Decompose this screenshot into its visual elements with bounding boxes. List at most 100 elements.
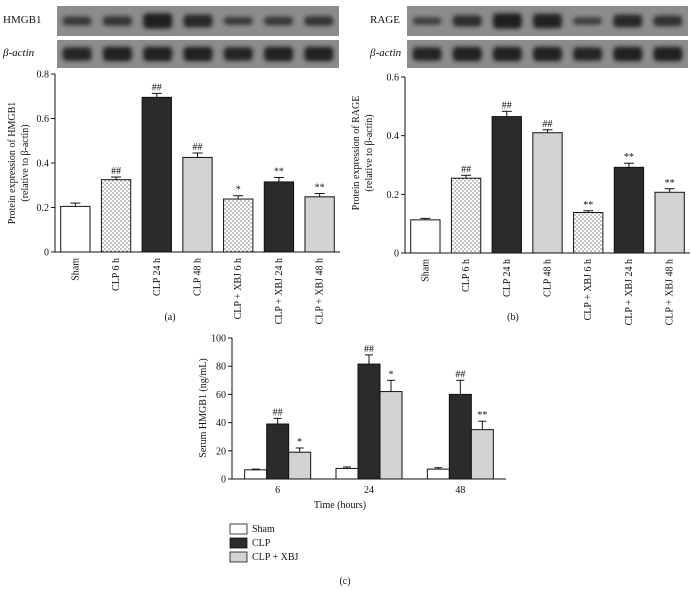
x-tick-label: 48	[455, 485, 465, 496]
y-axis-label-b-line2: (relative to β-actin)	[364, 114, 375, 191]
y-tick-label: 0	[44, 248, 49, 259]
legend-swatch-clp-xbj	[229, 551, 248, 563]
bar-6	[263, 181, 295, 253]
panel-b: RAGE β-actin 0 0.2 0.4 0.6 Sham CLP 6 h CLP 24…	[351, 6, 690, 325]
blot-band-6	[613, 46, 643, 62]
blot-band-6	[264, 16, 294, 26]
x-tick-label: CLP + XBJ 24 h	[274, 258, 285, 324]
significance-label: ##	[455, 369, 465, 380]
blot-bands-actin-b	[412, 46, 683, 62]
y-tick-label: 0.4	[387, 131, 400, 142]
x-tick-label: CLP 6 h	[461, 259, 472, 292]
panel-c: 0 20 40 60 80 100 6 24 48 ## * ## * ## ** Serum HMGB1…	[198, 334, 506, 587]
blot-band-1	[62, 47, 92, 61]
blot-label-actin-b: β-actin	[369, 47, 402, 59]
x-tick-label: CLP + XBJ 24 h	[624, 259, 635, 325]
significance-label: ##	[461, 164, 471, 175]
legend-label-sham: Sham	[252, 524, 275, 535]
y-axis-label-b-line1: Protein expression of RAGE	[351, 96, 362, 211]
blot-bands-actin-a	[62, 46, 334, 62]
blot-band-7	[304, 46, 334, 62]
significance-label: ##	[543, 119, 553, 130]
blot-band-5	[573, 47, 603, 61]
panel-a: HMGB1 β-actin 0 0.2 0.4 0.6 0.8 Sham CLP 6 h CL…	[2, 6, 340, 324]
blot-band-3	[143, 46, 173, 62]
x-tick-label: CLP 24 h	[152, 258, 163, 296]
x-tick-label: CLP + XBJ 48 h	[665, 259, 676, 325]
blot-label-hmgb1: HMGB1	[3, 14, 42, 26]
significance-label: ##	[193, 142, 203, 153]
blot-band-2	[102, 46, 132, 62]
y-tick-label: 0.2	[37, 203, 50, 214]
y-tick-label: 0.8	[37, 70, 50, 81]
y-tick-label: 0.6	[37, 114, 50, 125]
bars-b: ## ## ## ** ** **	[410, 100, 685, 254]
y-tick-label: 0	[394, 249, 399, 260]
bar-clp-xbj-6	[288, 451, 312, 480]
significance-label: **	[583, 200, 593, 211]
legend-c: Sham CLP CLP + XBJ	[229, 523, 299, 563]
legend-label-clp-xbj: CLP + XBJ	[252, 552, 299, 563]
blot-band-4	[533, 13, 562, 29]
y-tick-label: 40	[216, 418, 226, 429]
x-tick-label: CLP + XBJ 48 h	[315, 258, 326, 324]
bar-clp-xbj-24	[379, 391, 403, 480]
x-axis-label-c: Time (hours)	[314, 500, 366, 511]
significance-label: **	[665, 178, 675, 189]
significance-label: *	[389, 369, 394, 380]
blot-band-7	[304, 16, 334, 26]
significance-label: **	[274, 166, 284, 177]
blot-band-2	[102, 16, 132, 26]
y-tick-label: 20	[216, 446, 226, 457]
blot-label-rage: RAGE	[370, 14, 400, 26]
x-tick-label: CLP 6 h	[111, 258, 122, 291]
blot-band-5	[223, 47, 253, 61]
significance-label: **	[624, 152, 634, 163]
bar-4	[532, 132, 563, 254]
bar-clp-xbj-48	[470, 429, 494, 480]
bar-clp-24	[357, 363, 381, 480]
x-tick-label: CLP 48 h	[543, 259, 554, 297]
blot-band-7	[653, 15, 683, 27]
bar-sham-48	[426, 468, 450, 480]
significance-label: *	[236, 185, 241, 196]
bar-2	[100, 179, 132, 253]
bar-4	[182, 156, 213, 253]
bar-clp-6	[266, 423, 290, 480]
bar-sham-6	[244, 469, 268, 480]
significance-label: ##	[273, 407, 283, 418]
panel-label-c: (c)	[339, 576, 350, 587]
blot-band-5	[223, 17, 253, 25]
y-tick-label: 60	[216, 390, 226, 401]
blot-band-1	[62, 16, 92, 26]
blot-band-6	[264, 46, 294, 62]
blot-label-actin-a: β-actin	[2, 47, 35, 59]
bar-6	[613, 166, 645, 254]
x-tick-label: 24	[364, 485, 374, 496]
significance-label: **	[315, 182, 325, 193]
blot-band-3	[492, 46, 522, 62]
blot-band-5	[573, 17, 603, 25]
y-tick-label: 0.4	[37, 159, 50, 170]
blot-band-1	[412, 47, 442, 61]
blot-band-3	[143, 13, 173, 29]
significance-label: ##	[502, 100, 512, 111]
bar-1	[410, 219, 441, 254]
x-tick-label: Sham	[70, 258, 81, 281]
significance-label: *	[297, 437, 302, 448]
bars-c: ## * ## * ## **	[244, 344, 494, 480]
blot-band-2	[452, 15, 482, 27]
y-tick-label: 100	[211, 334, 226, 345]
bar-clp-48	[448, 393, 472, 480]
legend-label-clp: CLP	[252, 538, 271, 549]
legend-swatch-sham	[229, 523, 248, 535]
x-tick-label: CLP 48 h	[193, 258, 204, 296]
significance-label: ##	[364, 344, 374, 355]
blot-band-3	[492, 13, 522, 29]
bar-7	[654, 191, 685, 254]
legend-swatch-clp	[229, 537, 248, 549]
blot-band-4	[183, 46, 213, 62]
significance-label: ##	[152, 82, 162, 93]
bar-3	[141, 96, 172, 253]
